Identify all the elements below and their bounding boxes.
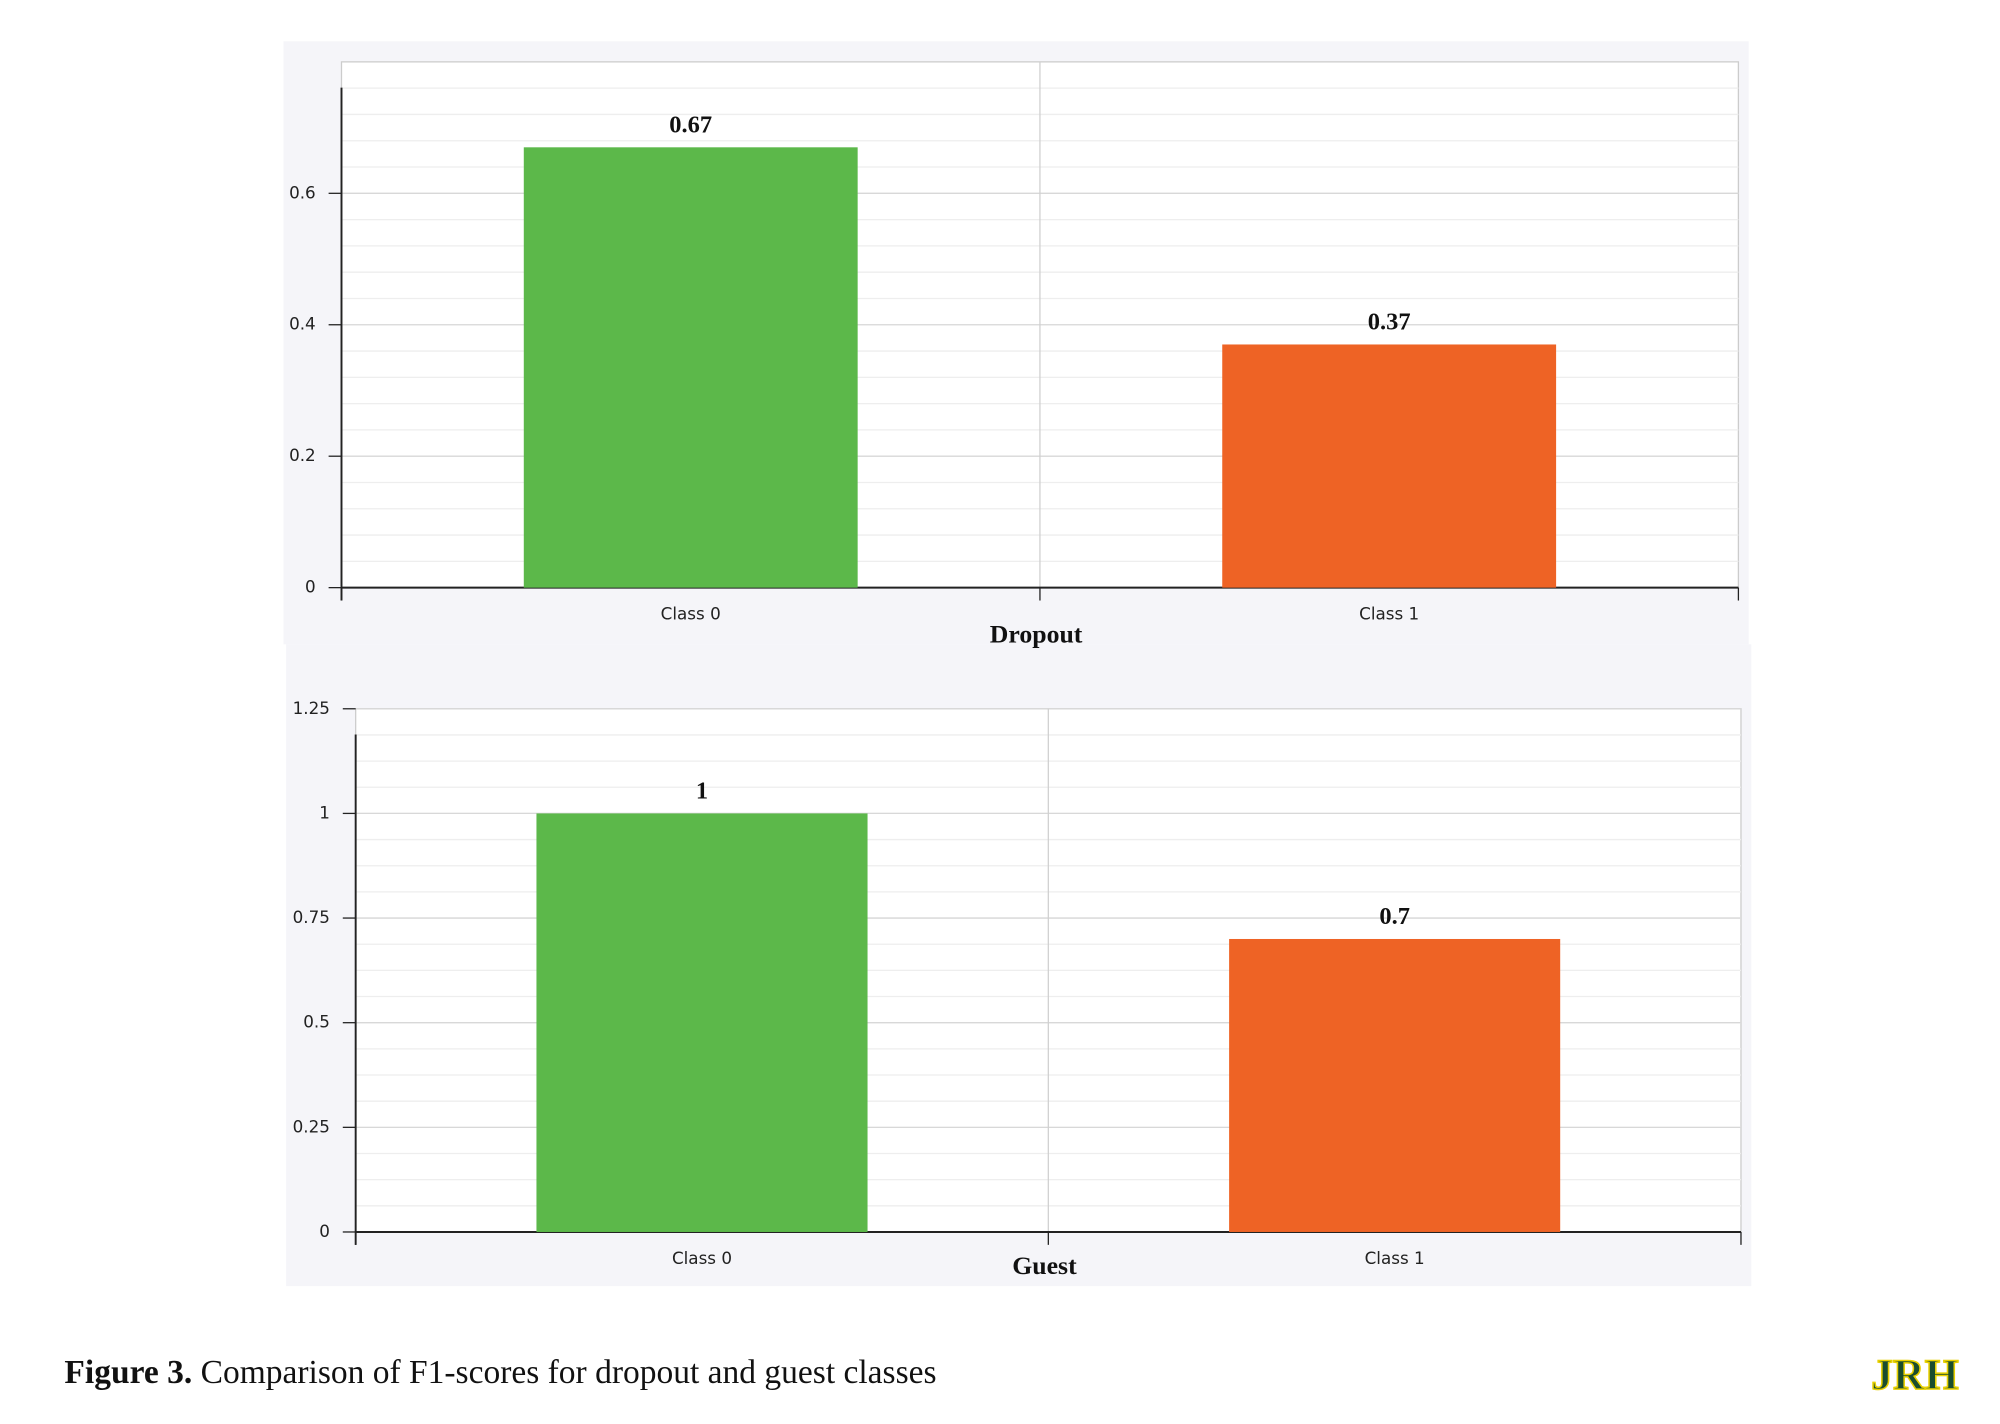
x-tick-label: Class 0 <box>661 604 721 624</box>
caption-text: Comparison of F1-scores for dropout and … <box>201 1354 937 1391</box>
y-tick-label: 1.25 <box>293 698 330 718</box>
y-tick-label: 0.4 <box>289 314 316 334</box>
y-tick-label: 0.5 <box>303 1012 330 1032</box>
logo: JRH <box>1871 1351 1959 1399</box>
x-tick-label: Class 1 <box>1365 1248 1425 1268</box>
value-label: 0.67 <box>669 111 712 138</box>
bar <box>1229 938 1561 1232</box>
bar <box>536 813 868 1232</box>
x-tick-label: Class 0 <box>672 1248 732 1268</box>
value-label: 0.7 <box>1379 903 1410 930</box>
value-label: 0.37 <box>1368 308 1411 335</box>
y-tick-label: 0.25 <box>293 1116 330 1136</box>
bar <box>523 147 858 588</box>
y-tick-label: 0.6 <box>289 182 316 202</box>
y-tick-label: 0 <box>319 1221 330 1241</box>
y-tick-label: 0 <box>305 577 316 597</box>
x-tick-label: Class 1 <box>1359 604 1419 624</box>
chart-title: Dropout <box>990 620 1083 649</box>
bar <box>1222 344 1557 588</box>
y-tick-label: 0.75 <box>293 907 330 927</box>
caption: Figure 3. Comparison of F1-scores for dr… <box>64 1354 936 1391</box>
y-tick-label: 1 <box>319 802 330 822</box>
chart-title: Guest <box>1012 1251 1077 1280</box>
caption-label: Figure 3. <box>64 1354 192 1391</box>
y-tick-label: 0.2 <box>289 445 316 465</box>
value-label: 1 <box>696 777 708 804</box>
